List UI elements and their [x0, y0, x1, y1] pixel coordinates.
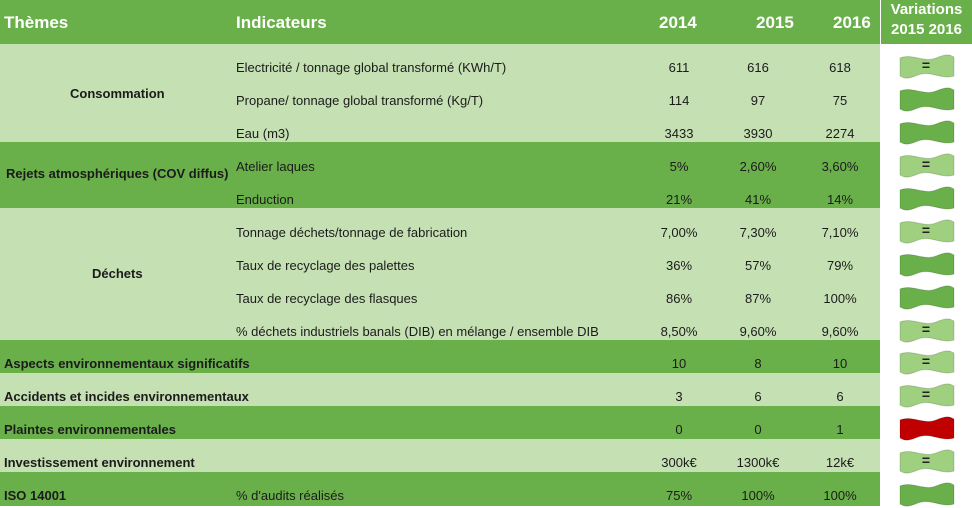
value-2015: 616: [747, 60, 769, 75]
header-variations-line1: Variations: [890, 1, 963, 18]
value-2016: 10: [832, 356, 848, 371]
band-plaintes: [0, 406, 880, 439]
band-aspects: [0, 340, 880, 373]
variation-equal-icon: =: [898, 318, 958, 344]
variation-equal-icon: =: [898, 54, 958, 80]
value-2016: 618: [829, 60, 851, 75]
header-variations: Variations 2015 2016: [880, 0, 972, 44]
indicator-label: Electricité / tonnage global transformé …: [236, 60, 507, 75]
variation-good-flag-icon: [898, 87, 958, 113]
value-2014: 3433: [664, 126, 694, 141]
value-2015: 3930: [743, 126, 773, 141]
indicator-label: Atelier laques: [236, 159, 315, 174]
value-2016: 100%: [823, 291, 857, 306]
value-2014: 611: [668, 60, 690, 75]
variation-good-flag-icon: [898, 120, 958, 146]
value-2016: 1: [836, 422, 844, 437]
table-header: Thèmes Indicateurs 2014 2015 2016: [0, 0, 880, 44]
value-2016: 12k€: [825, 455, 855, 470]
value-2015: 6: [754, 389, 762, 404]
indicator-label: Enduction: [236, 192, 294, 207]
value-2015: 0: [754, 422, 762, 437]
value-2014: 10: [671, 356, 687, 371]
indicator-label: Tonnage déchets/tonnage de fabrication: [236, 225, 468, 240]
variation-symbol: =: [921, 156, 931, 172]
header-year-2014: 2014: [659, 13, 697, 32]
variation-symbol: =: [921, 452, 931, 468]
value-2015: 9,60%: [739, 324, 777, 339]
variation-bad-flag-icon: [898, 416, 958, 442]
variation-equal-icon: =: [898, 350, 958, 376]
variation-symbol: =: [921, 386, 931, 402]
value-2014: 3: [675, 389, 683, 404]
indicator-label: Taux de recyclage des palettes: [236, 258, 415, 273]
value-2014: 75%: [665, 488, 693, 503]
value-2015: 7,30%: [739, 225, 777, 240]
value-2015: 8: [754, 356, 762, 371]
value-2016: 6: [836, 389, 844, 404]
value-2015: 41%: [744, 192, 772, 207]
value-2015: 2,60%: [739, 159, 777, 174]
value-2014: 21%: [665, 192, 693, 207]
variation-equal-icon: =: [898, 153, 958, 179]
variation-symbol: =: [921, 222, 931, 238]
value-2014: 8,50%: [660, 324, 698, 339]
theme-rejets: Rejets atmosphériques (COV diffus): [6, 166, 229, 181]
value-2016: 3,60%: [821, 159, 859, 174]
band-investissement: [0, 439, 880, 472]
indicator-label: % d'audits réalisés: [236, 488, 344, 503]
indicator-label: % déchets industriels banals (DIB) en mé…: [236, 324, 599, 339]
value-2016: 75: [832, 93, 848, 108]
value-2014: 7,00%: [660, 225, 698, 240]
header-year-2015: 2015: [756, 13, 794, 32]
value-2015: 100%: [741, 488, 775, 503]
theme-dechets: Déchets: [92, 266, 143, 281]
theme-iso: ISO 14001: [4, 488, 67, 503]
theme-accidents: Accidents et incides environnementaux: [4, 389, 249, 404]
variation-equal-icon: =: [898, 449, 958, 475]
theme-aspects: Aspects environnementaux significatifs: [4, 356, 250, 371]
value-2014: 86%: [665, 291, 693, 306]
value-2016: 7,10%: [821, 225, 859, 240]
value-2014: 0: [675, 422, 683, 437]
band-dechets: [0, 208, 880, 340]
value-2016: 2274: [825, 126, 855, 141]
value-2015: 57%: [744, 258, 772, 273]
header-indicators: Indicateurs: [236, 13, 327, 32]
value-2016: 79%: [826, 258, 854, 273]
variation-symbol: =: [921, 57, 931, 73]
variation-equal-icon: =: [898, 383, 958, 409]
variation-symbol: =: [921, 321, 931, 337]
band-accidents: [0, 373, 880, 406]
value-2014: 5%: [669, 159, 689, 174]
variation-good-flag-icon: [898, 285, 958, 311]
value-2014: 36%: [665, 258, 693, 273]
value-2015: 1300k€: [736, 455, 780, 470]
variation-good-flag-icon: [898, 482, 958, 508]
indicator-label: Eau (m3): [236, 126, 290, 141]
indicator-label: Propane/ tonnage global transformé (Kg/T…: [236, 93, 484, 108]
header-themes: Thèmes: [4, 13, 69, 32]
value-2015: 97: [750, 93, 766, 108]
band-consommation: [0, 44, 880, 142]
variation-equal-icon: =: [898, 219, 958, 245]
band-rejets: [0, 142, 880, 208]
value-2016: 9,60%: [821, 324, 859, 339]
indicator-label: Taux de recyclage des flasques: [236, 291, 418, 306]
variation-symbol: =: [921, 353, 931, 369]
header-year-2016: 2016: [833, 13, 871, 32]
theme-consommation: Consommation: [70, 86, 165, 101]
value-2016: 14%: [826, 192, 854, 207]
variation-good-flag-icon: [898, 252, 958, 278]
band-iso: [0, 472, 880, 506]
variation-good-flag-icon: [898, 186, 958, 212]
value-2014: 114: [668, 93, 690, 108]
value-2016: 100%: [823, 488, 857, 503]
value-2015: 87%: [744, 291, 772, 306]
theme-investissement: Investissement environnement: [4, 455, 195, 470]
header-variations-line2: 2015 2016: [891, 21, 962, 38]
theme-plaintes: Plaintes environnementales: [4, 422, 176, 437]
value-2014: 300k€: [661, 455, 697, 470]
